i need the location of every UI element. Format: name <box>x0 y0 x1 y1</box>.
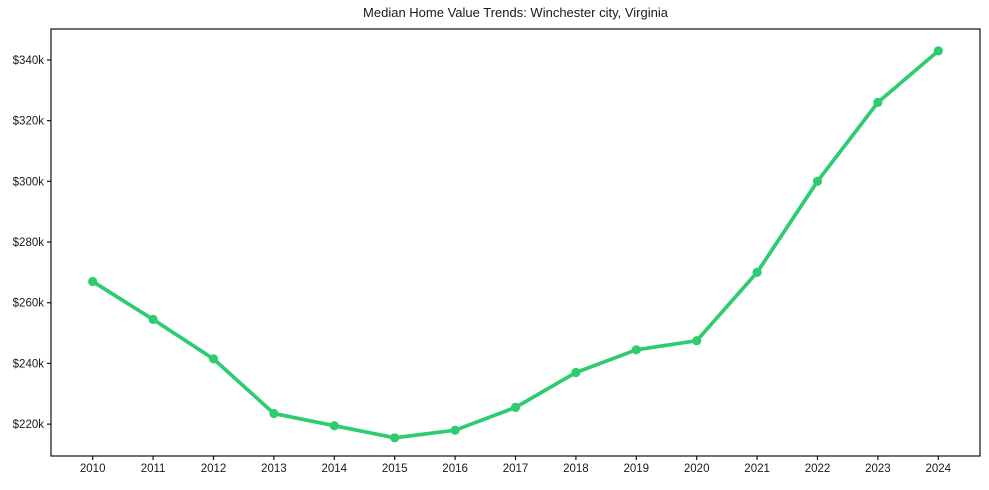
data-point-2021 <box>752 267 762 277</box>
data-point-2018 <box>571 367 581 378</box>
x-tick-label: 2018 <box>563 463 589 475</box>
x-tick-label: 2024 <box>926 463 952 475</box>
y-tick-label: $320k <box>13 116 45 128</box>
data-point-2024 <box>933 46 943 56</box>
data-point-2023 <box>873 97 883 107</box>
y-tick-label: $260k <box>13 298 45 310</box>
x-tick-label: 2022 <box>805 463 831 475</box>
x-tick-label: 2016 <box>442 463 468 475</box>
data-point-2012 <box>208 354 219 364</box>
x-tick-label: 2021 <box>744 463 770 475</box>
data-point-2015 <box>390 433 400 443</box>
x-tick-label: 2023 <box>865 463 891 475</box>
plot-border <box>50 28 981 457</box>
data-point-2014 <box>329 421 339 431</box>
x-tick-label: 2017 <box>503 463 529 475</box>
chart-title: Median Home Value Trends: Winchester cit… <box>363 5 668 20</box>
y-tick-label: $300k <box>13 176 45 188</box>
x-tick-label: 2012 <box>201 463 227 475</box>
x-tick-label: 2013 <box>261 463 287 475</box>
x-tick-label: 2015 <box>382 463 408 475</box>
y-tick-label: $280k <box>13 237 45 249</box>
trend-line <box>90 49 941 440</box>
x-tick-label: 2020 <box>684 463 710 475</box>
data-point-2016 <box>450 425 460 435</box>
y-tick-label: $220k <box>13 419 45 431</box>
data-point-2019 <box>631 345 641 355</box>
data-point-2010 <box>88 276 98 287</box>
data-point-2022 <box>812 176 823 186</box>
x-tick-label: 2011 <box>141 463 166 475</box>
y-tick-label: $240k <box>13 358 45 370</box>
x-tick-label: 2014 <box>322 463 348 475</box>
data-point-2013 <box>269 408 279 419</box>
data-point-2011 <box>148 314 158 324</box>
data-point-2020 <box>692 336 702 346</box>
data-point-2017 <box>510 402 521 412</box>
x-tick-label: 2010 <box>80 463 106 475</box>
y-tick-label: $340k <box>13 55 45 67</box>
x-tick-label: 2019 <box>624 463 650 475</box>
